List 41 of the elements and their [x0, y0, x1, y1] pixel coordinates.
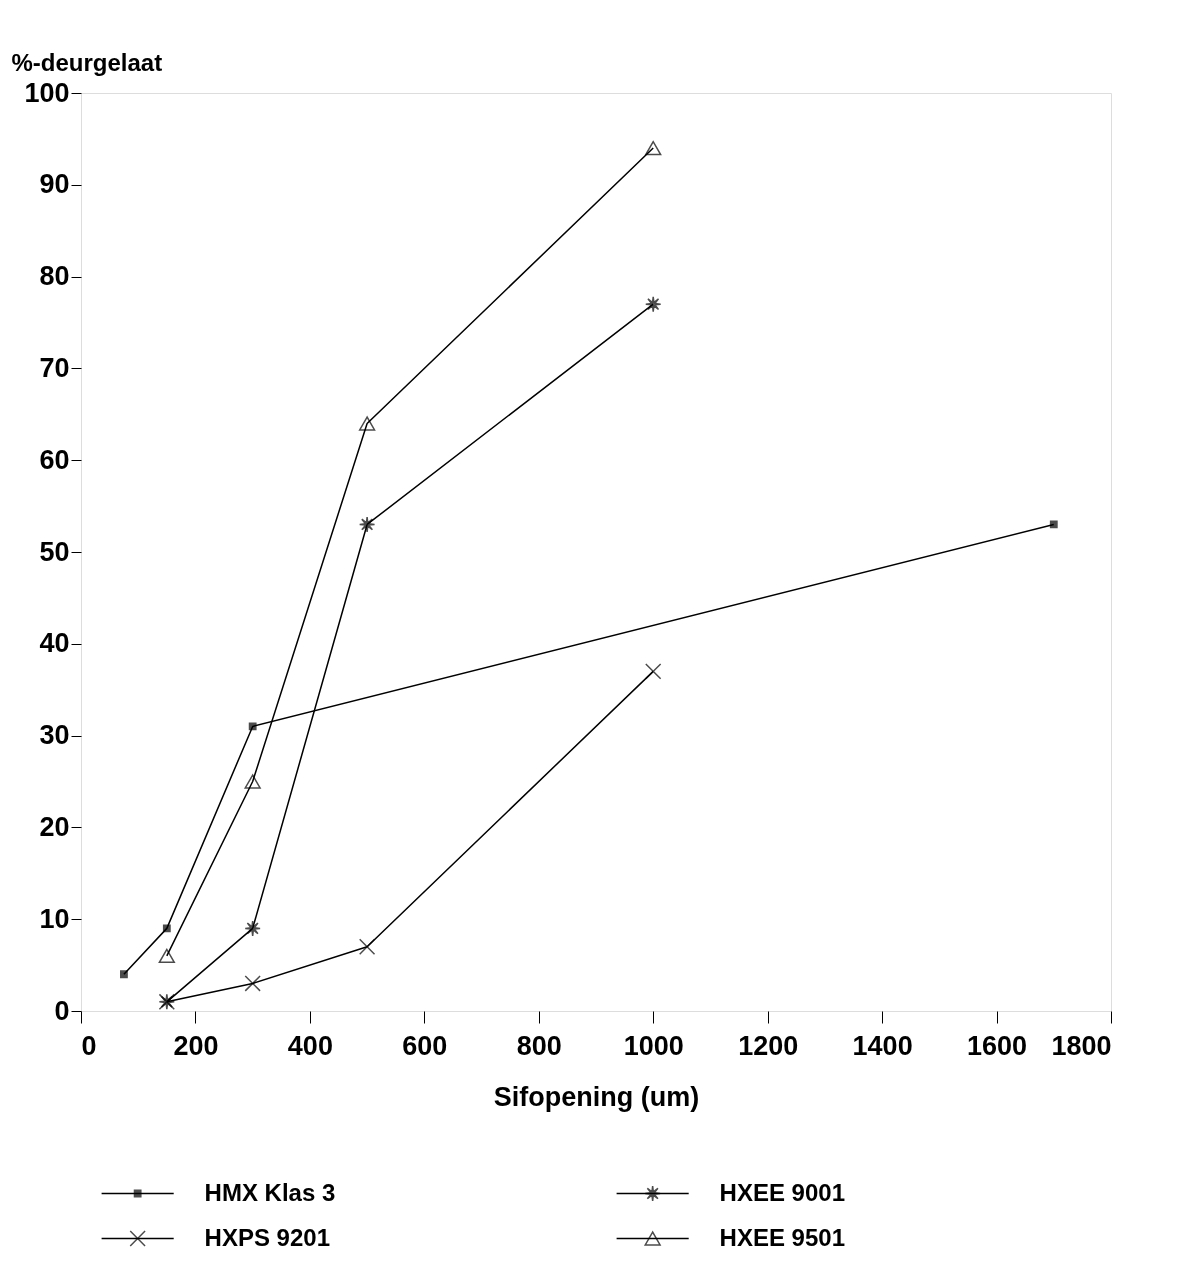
- x-tick-label: 1000: [623, 1030, 684, 1061]
- y-tick-label: 30: [39, 720, 70, 751]
- point: [162, 924, 171, 933]
- y-tick-label: 80: [39, 261, 70, 292]
- y-axis-title: %-deurgelaat: [11, 48, 163, 76]
- y-tick-label: 10: [39, 903, 70, 934]
- y-tick-label: 70: [39, 352, 70, 383]
- x-tick-label: 600: [402, 1030, 448, 1061]
- legend-label: HXPS 9201: [204, 1223, 331, 1251]
- x-tick-label: 800: [516, 1030, 562, 1061]
- point: [645, 140, 662, 156]
- point: [1049, 520, 1058, 529]
- point: [358, 416, 376, 431]
- y-tick-label: 40: [39, 628, 70, 659]
- point: [244, 774, 261, 789]
- y-tick-label: 100: [24, 77, 70, 108]
- y-tick-label: 20: [39, 811, 70, 842]
- y-tick-label: 0: [54, 995, 70, 1026]
- x-tick-label: 1800: [1051, 1030, 1112, 1061]
- point: [358, 938, 376, 955]
- point: [645, 295, 662, 313]
- legend-label: HMX Klas 3: [204, 1178, 336, 1206]
- x-tick-label: 400: [287, 1030, 333, 1061]
- x-tick-label: 1200: [738, 1030, 799, 1061]
- x-tick-label: 1600: [967, 1030, 1028, 1061]
- point: [645, 663, 662, 680]
- legend-label: HXEE 9001: [719, 1178, 846, 1206]
- point: [248, 722, 257, 731]
- y-tick-label: 50: [39, 536, 70, 567]
- x-tick-label: 1400: [852, 1030, 913, 1061]
- point: [120, 970, 128, 979]
- legend-label: HXEE 9501: [719, 1223, 846, 1251]
- x-tick-label: 200: [173, 1030, 219, 1061]
- y-tick-label: 90: [39, 169, 70, 200]
- point: [158, 948, 175, 964]
- point: [358, 516, 376, 533]
- point: [244, 920, 261, 937]
- point: [244, 975, 261, 992]
- y-tick-label: 60: [39, 444, 70, 475]
- x-tick-label: 0: [81, 1030, 97, 1061]
- x-axis-title: Sifopening (um): [493, 1081, 700, 1112]
